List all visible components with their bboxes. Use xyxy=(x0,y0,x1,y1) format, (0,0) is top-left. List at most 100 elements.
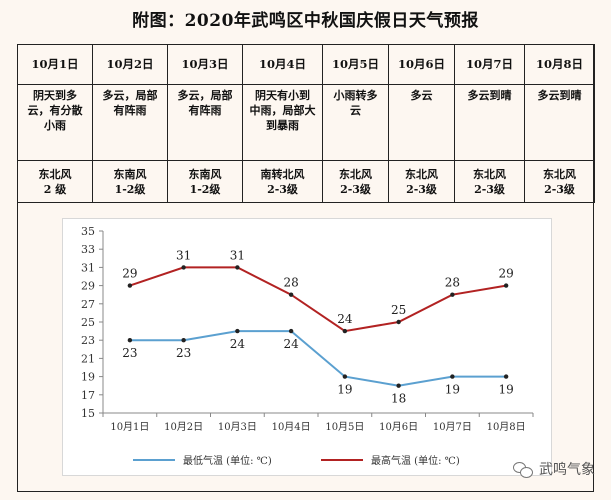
weather-cell: 多云到晴 xyxy=(524,84,595,161)
weather-text: 多云到晴 xyxy=(537,89,582,102)
date-cell: 10月5日 xyxy=(322,44,389,85)
wind-text: 1-2级 xyxy=(114,182,146,196)
temperature-chart: 15 17 19 21 23 25 27 29 31 33 35 10月1日 10月2日 10月3日 10月… xyxy=(62,218,552,476)
weather-text: 云，有分散 xyxy=(27,104,83,117)
wind-text: 东北风 xyxy=(38,167,72,181)
y-tick-label: 33 xyxy=(81,243,95,256)
x-tick-label: 10月3日 xyxy=(218,421,257,433)
data-label: 24 xyxy=(283,337,299,351)
data-label: 19 xyxy=(498,383,513,397)
y-tick-label: 19 xyxy=(81,371,95,384)
weather-text: 多云，局部 xyxy=(102,89,158,102)
data-point xyxy=(396,383,401,388)
x-tick-label: 10月8日 xyxy=(487,421,526,433)
data-point xyxy=(342,328,348,334)
legend-label-1: 最高气温 (单位: ℃) xyxy=(371,454,460,467)
data-label: 18 xyxy=(391,392,406,406)
x-tick-label: 10月2日 xyxy=(164,421,203,433)
wind-row: 东北风 2 级东南风 1-2级 东南风 1-2级 南转北风 2-3级 东北风 2-3级 东北风 2-… xyxy=(17,160,595,203)
wind-text: 2-3级 xyxy=(267,182,298,196)
x-tick-label: 10月5日 xyxy=(325,421,364,433)
date-cell: 10月4日 xyxy=(242,44,323,85)
data-point xyxy=(396,319,401,325)
date-cell: 10月7日 xyxy=(454,44,525,85)
wind-text: 1-2级 xyxy=(189,182,221,196)
weather-text: 多云到晴 xyxy=(467,89,512,102)
temperature-chart-svg: 15 17 19 21 23 25 27 29 31 33 35 10月1日 10月2日 10月3日 10月… xyxy=(81,225,534,467)
wind-text: 2-3级 xyxy=(406,182,437,196)
data-label: 19 xyxy=(337,383,352,397)
data-label: 23 xyxy=(176,346,191,360)
forecast-table: 10月1日 10月2日 10月3日 10月4日 10月5日 10月6日 10月7日 10月8日… xyxy=(17,44,595,203)
wind-cell: 东北风 2-3级 xyxy=(454,160,525,203)
date-row: 10月1日 10月2日 10月3日 10月4日 10月5日 10月6日 10月7日 10月8日 xyxy=(17,44,595,85)
x-tick-label: 10月7日 xyxy=(433,421,472,433)
data-label: 29 xyxy=(498,267,513,281)
data-point xyxy=(235,328,240,334)
y-tick-label: 15 xyxy=(81,407,95,420)
data-point xyxy=(450,292,455,297)
weather-text: 阴天有小到 xyxy=(255,89,310,102)
weather-cell: 多云到晴 xyxy=(454,84,525,161)
date-cell: 10月6日 xyxy=(388,44,455,85)
weather-text: 有阵雨 xyxy=(188,104,222,117)
data-point xyxy=(127,283,133,288)
data-point xyxy=(181,265,186,270)
weather-text: 多云，局部 xyxy=(177,89,233,102)
weather-text: 阴天到多 xyxy=(33,89,77,102)
wind-cell: 东北风 2-3级 xyxy=(388,160,455,203)
wind-text: 南转北风 xyxy=(260,167,305,181)
y-tick-label: 21 xyxy=(81,352,95,365)
x-tick-label: 10月4日 xyxy=(272,421,311,433)
y-tick-label: 31 xyxy=(81,261,95,274)
x-tick-label: 10月6日 xyxy=(379,421,418,433)
weather-cell: 阴天有小到中雨，局部大 到暴雨 xyxy=(242,84,323,161)
y-tick-label: 35 xyxy=(81,225,95,238)
data-point xyxy=(181,338,186,343)
wechat-icon xyxy=(513,461,535,478)
wind-text: 东北风 xyxy=(405,167,438,181)
wind-cell: 东北风 2-3级 xyxy=(524,160,595,203)
y-tick-label: 25 xyxy=(81,316,95,329)
watermark: 武鸣气象 xyxy=(513,459,595,479)
wind-text: 东南风 xyxy=(113,167,147,181)
weather-cell: 多云，局部有阵雨 xyxy=(167,84,243,161)
date-cell: 10月3日 xyxy=(167,44,243,85)
y-tick-label: 17 xyxy=(81,389,95,402)
wind-cell: 东南风 1-2级 xyxy=(92,160,168,203)
weather-text: 有阵雨 xyxy=(113,104,147,117)
weather-row: 阴天到多 云，有分散 小雨 多云，局部 有阵雨 多云，局部 有阵雨 阴天有小到 中雨，局部大 到暴… xyxy=(17,84,595,161)
data-point xyxy=(288,328,294,334)
weather-text: 小雨转多 xyxy=(333,89,378,102)
weather-text: 中雨，局部大 xyxy=(249,104,316,117)
date-cell: 10月2日 xyxy=(92,44,168,85)
wind-cell: 南转北风 2-3级 xyxy=(242,160,323,203)
data-label: 31 xyxy=(230,248,245,262)
x-tick-label: 10月1日 xyxy=(110,421,149,433)
weather-cell: 阴天到多云，有分散小雨 xyxy=(17,84,93,161)
weather-cell: 小雨转多云 xyxy=(322,84,389,161)
weather-text: 到暴雨 xyxy=(266,119,299,132)
wind-text: 2-3级 xyxy=(474,182,505,196)
data-point xyxy=(235,265,240,270)
weather-cell: 多云 xyxy=(388,84,455,161)
wind-cell: 东北风 2 级 xyxy=(17,160,93,203)
wind-text: 2-3级 xyxy=(340,182,371,196)
wind-text: 东南风 xyxy=(188,167,222,181)
data-point xyxy=(503,283,509,288)
data-label: 29 xyxy=(122,267,137,281)
data-label: 28 xyxy=(283,276,298,290)
series-line-0 xyxy=(129,330,507,387)
date-cell: 10月8日 xyxy=(524,44,595,85)
wind-text: 2 级 xyxy=(43,182,67,196)
data-label: 24 xyxy=(337,312,353,326)
legend-label-0: 最低气温 (单位: ℃) xyxy=(183,454,272,467)
data-label: 23 xyxy=(122,346,137,360)
wind-cell: 东北风 2-3级 xyxy=(322,160,389,203)
data-point xyxy=(450,374,455,379)
weather-text: 小雨 xyxy=(44,119,66,132)
wind-text: 2-3级 xyxy=(544,182,575,196)
watermark-text: 武鸣气象 xyxy=(539,462,595,478)
data-label: 31 xyxy=(176,248,191,262)
data-label: 28 xyxy=(445,276,460,290)
